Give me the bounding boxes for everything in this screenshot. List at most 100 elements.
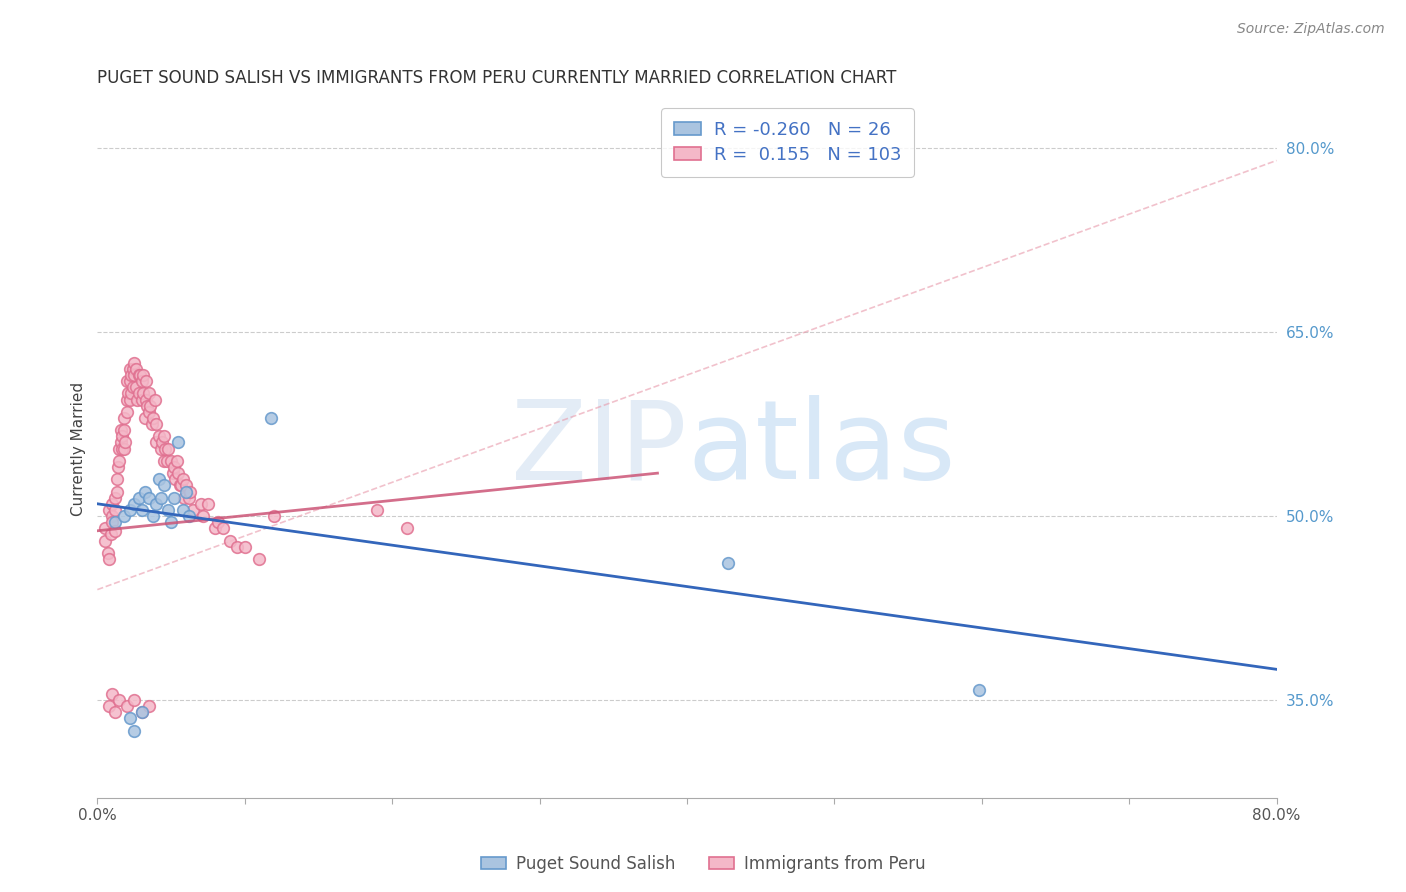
Point	[153, 442, 176, 456]
Point	[131, 374, 153, 388]
Point	[152, 429, 174, 443]
Point	[145, 417, 167, 431]
Point	[135, 374, 157, 388]
Point	[122, 356, 145, 370]
Point	[101, 515, 124, 529]
Point	[167, 466, 190, 480]
Point	[104, 524, 127, 538]
Point	[114, 435, 136, 450]
Point	[110, 435, 132, 450]
Point	[143, 392, 166, 407]
Point	[148, 429, 170, 443]
Point	[139, 399, 162, 413]
Point	[395, 521, 418, 535]
Point	[156, 454, 179, 468]
Point	[197, 497, 219, 511]
Point	[193, 509, 215, 524]
Point	[190, 497, 212, 511]
Point	[110, 423, 132, 437]
Point	[149, 491, 172, 505]
Point	[136, 399, 159, 413]
Point	[115, 405, 138, 419]
Point	[108, 454, 131, 468]
Point	[115, 374, 138, 388]
Point	[93, 533, 115, 548]
Text: ZIP: ZIP	[512, 395, 688, 502]
Point	[111, 442, 134, 456]
Point	[112, 509, 135, 524]
Point	[108, 442, 131, 456]
Point	[127, 392, 149, 407]
Point	[124, 362, 146, 376]
Point	[118, 362, 141, 376]
Point	[112, 442, 135, 456]
Point	[148, 472, 170, 486]
Point	[105, 472, 128, 486]
Point	[163, 460, 186, 475]
Point	[204, 521, 226, 535]
Point	[226, 540, 249, 554]
Point	[172, 503, 194, 517]
Point	[128, 386, 150, 401]
Point	[717, 556, 740, 570]
Point	[211, 521, 233, 535]
Title: PUGET SOUND SALISH VS IMMIGRANTS FROM PERU CURRENTLY MARRIED CORRELATION CHART: PUGET SOUND SALISH VS IMMIGRANTS FROM PE…	[97, 69, 897, 87]
Point	[150, 435, 173, 450]
Point	[174, 478, 197, 492]
Point	[104, 503, 127, 517]
Point	[149, 442, 172, 456]
Point	[134, 411, 156, 425]
Point	[111, 429, 134, 443]
Point	[170, 478, 193, 492]
Point	[142, 411, 165, 425]
Point	[142, 509, 165, 524]
Point	[131, 705, 153, 719]
Point	[179, 484, 201, 499]
Point	[120, 368, 142, 382]
Point	[122, 693, 145, 707]
Point	[122, 368, 145, 382]
Point	[131, 705, 153, 719]
Point	[122, 497, 145, 511]
Point	[260, 411, 283, 425]
Point	[177, 491, 200, 505]
Point	[138, 405, 160, 419]
Text: Source: ZipAtlas.com: Source: ZipAtlas.com	[1237, 22, 1385, 37]
Point	[105, 484, 128, 499]
Point	[122, 723, 145, 738]
Point	[112, 423, 135, 437]
Point	[366, 503, 388, 517]
Point	[120, 386, 142, 401]
Point	[152, 454, 174, 468]
Point	[131, 392, 153, 407]
Point	[128, 491, 150, 505]
Legend: R = -0.260   N = 26, R =  0.155   N = 103: R = -0.260 N = 26, R = 0.155 N = 103	[661, 108, 914, 177]
Point	[93, 521, 115, 535]
Point	[131, 503, 153, 517]
Legend: Puget Sound Salish, Immigrants from Peru: Puget Sound Salish, Immigrants from Peru	[474, 848, 932, 880]
Point	[145, 435, 167, 450]
Point	[152, 478, 174, 492]
Point	[129, 368, 152, 382]
Point	[177, 509, 200, 524]
Point	[138, 699, 160, 714]
Point	[104, 491, 127, 505]
Point	[115, 699, 138, 714]
Point	[100, 527, 122, 541]
Point	[124, 380, 146, 394]
Y-axis label: Currently Married: Currently Married	[72, 382, 86, 516]
Point	[138, 491, 160, 505]
Point	[157, 442, 180, 456]
Point	[167, 435, 190, 450]
Point	[162, 466, 184, 480]
Point	[163, 491, 186, 505]
Point	[101, 687, 124, 701]
Point	[112, 411, 135, 425]
Point	[107, 460, 129, 475]
Point	[134, 484, 156, 499]
Point	[108, 693, 131, 707]
Point	[121, 380, 143, 394]
Point	[101, 497, 124, 511]
Point	[117, 386, 139, 401]
Point	[104, 705, 127, 719]
